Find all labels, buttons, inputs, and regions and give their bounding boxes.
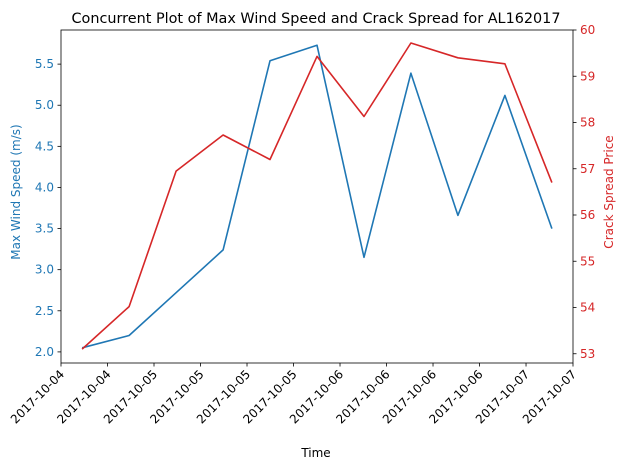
y-left-tick-label: 5.0: [35, 98, 54, 112]
y-right-tick-label: 53: [580, 347, 595, 361]
y-right-tick-label: 59: [580, 69, 595, 83]
series-line-crack-spread: [81, 42, 553, 350]
y-left-tick-label: 4.5: [35, 139, 54, 153]
chart-title: Concurrent Plot of Max Wind Speed and Cr…: [71, 11, 560, 27]
y-left-tick-label: 3.0: [35, 263, 54, 277]
plot-frame: [60, 29, 574, 364]
y-right-tick-label: 55: [580, 254, 595, 268]
y-left-tick-label: 2.0: [35, 345, 54, 359]
y-left-tick-label: 5.5: [35, 57, 54, 71]
y-right-axis-label: Crack Spread Price: [602, 135, 616, 248]
series-line-wind-speed: [81, 44, 553, 349]
y-right-tick-label: 60: [580, 23, 595, 37]
y-left-axis-label: Max Wind Speed (m/s): [9, 124, 23, 259]
y-left-tick-label: 2.5: [35, 304, 54, 318]
y-left-tick-label: 4.0: [35, 180, 54, 194]
y-right-tick-label: 58: [580, 116, 595, 130]
y-right-tick-label: 54: [580, 301, 595, 315]
y-left-tick-label: 3.5: [35, 222, 54, 236]
y-right-tick-label: 57: [580, 162, 595, 176]
y-right-tick-label: 56: [580, 208, 595, 222]
x-axis-label: Time: [300, 446, 330, 460]
